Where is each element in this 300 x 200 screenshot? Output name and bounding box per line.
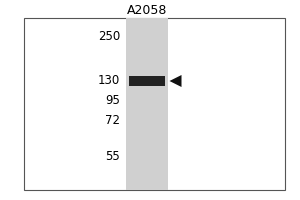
FancyBboxPatch shape <box>129 76 165 86</box>
FancyBboxPatch shape <box>24 18 285 190</box>
Text: 250: 250 <box>98 29 120 43</box>
Text: 72: 72 <box>105 114 120 127</box>
Text: A2058: A2058 <box>127 3 167 17</box>
Text: 130: 130 <box>98 73 120 86</box>
Text: 55: 55 <box>105 150 120 162</box>
Text: 95: 95 <box>105 94 120 106</box>
FancyBboxPatch shape <box>126 18 168 190</box>
Polygon shape <box>169 75 181 87</box>
